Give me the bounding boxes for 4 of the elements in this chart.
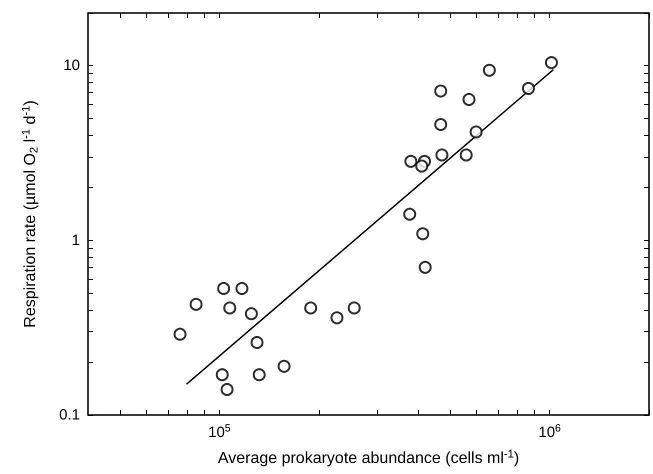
y-tick-label: 10 — [63, 57, 80, 74]
y-tick-label: 1 — [72, 232, 80, 249]
y-axis-title: Respiration rate (µmol O2 l-1 d-1) — [20, 100, 40, 328]
y-tick-label: 0.1 — [59, 406, 80, 424]
